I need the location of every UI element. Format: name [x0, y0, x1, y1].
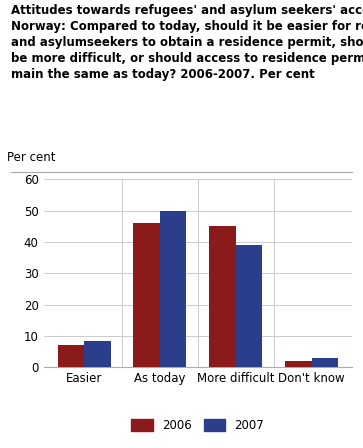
- Legend: 2006, 2007: 2006, 2007: [127, 415, 269, 437]
- Bar: [84, 340, 111, 367]
- Bar: [236, 245, 262, 367]
- Bar: [58, 345, 84, 367]
- Bar: [209, 226, 236, 367]
- Text: Per cent: Per cent: [7, 151, 55, 164]
- Bar: [160, 211, 187, 367]
- Bar: [133, 223, 160, 367]
- Bar: [285, 361, 311, 367]
- Bar: [311, 358, 338, 367]
- Text: Attitudes towards refugees' and asylum seekers' access to
Norway: Compared to to: Attitudes towards refugees' and asylum s…: [11, 4, 363, 82]
